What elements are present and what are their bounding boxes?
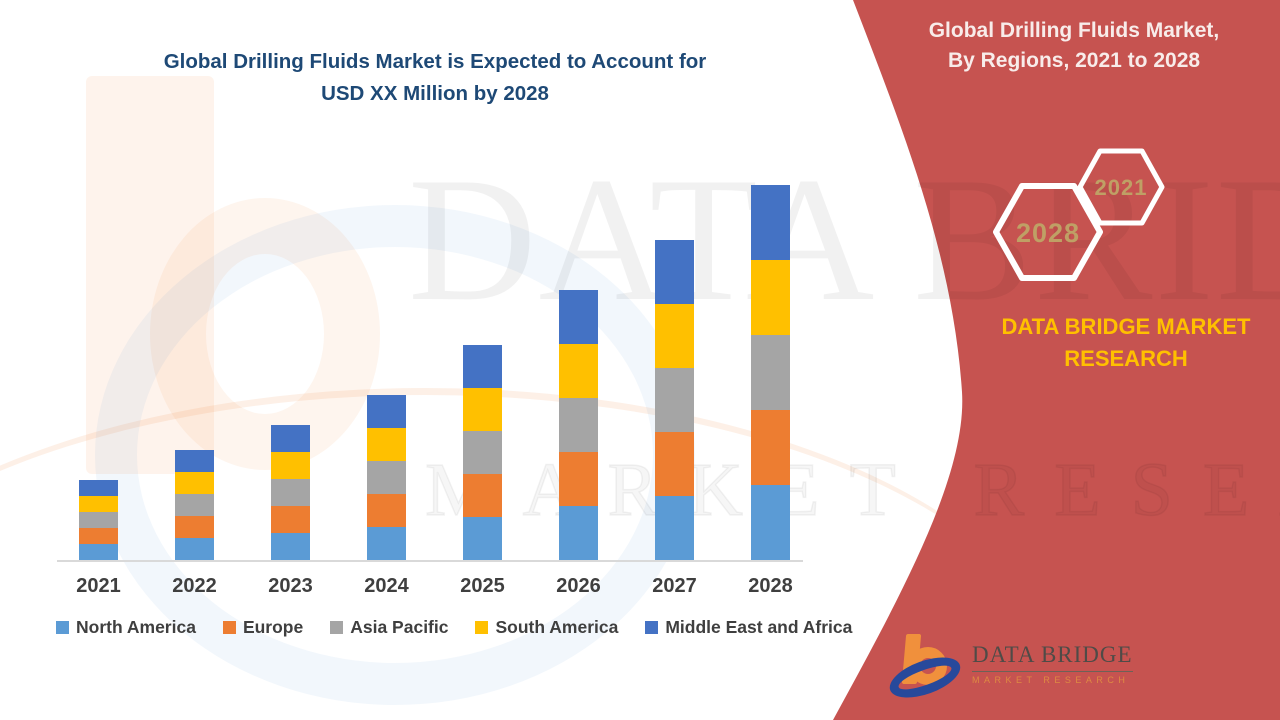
panel-title-line1: Global Drilling Fluids Market, <box>928 19 1220 42</box>
bar-segment-south-america-2025 <box>463 388 502 431</box>
hexagon-2021-label: 2021 <box>1095 175 1148 200</box>
chart-title-line1: Global Drilling Fluids Market is Expecte… <box>163 50 707 73</box>
red-side-panel-shape <box>833 0 1280 720</box>
legend-label: South America <box>495 617 619 637</box>
x-axis-label-2026: 2026 <box>556 575 601 597</box>
legend-label: Asia Pacific <box>350 617 449 637</box>
databridge-logo: DATA BRIDGE MARKET RESEARCH <box>884 632 1133 706</box>
watermark-text-databridge: DATA BRIDGE <box>408 140 1280 338</box>
x-axis-label-2028: 2028 <box>748 575 793 597</box>
bar-segment-north-america-2025 <box>463 517 502 560</box>
panel-title: Global Drilling Fluids Market, By Region… <box>900 16 1248 76</box>
legend-label: North America <box>76 617 196 637</box>
x-axis-label-2024: 2024 <box>364 575 409 597</box>
legend-swatch-icon <box>222 621 236 634</box>
bar-segment-middle-east-and-africa-2027 <box>655 240 694 304</box>
x-axis-line <box>57 560 803 562</box>
bar-segment-south-america-2021 <box>79 496 118 512</box>
x-axis-label-2027: 2027 <box>652 575 697 597</box>
bar-segment-europe-2024 <box>367 494 406 527</box>
bar-segment-europe-2023 <box>271 506 310 533</box>
hexagon-2021 <box>1077 148 1165 226</box>
bar-segment-south-america-2028 <box>751 260 790 335</box>
bar-segment-asia-pacific-2027 <box>655 368 694 432</box>
bar-segment-north-america-2027 <box>655 496 694 560</box>
bar-segment-middle-east-and-africa-2021 <box>79 480 118 496</box>
legend-label: Middle East and Africa <box>665 617 853 637</box>
bar-segment-north-america-2021 <box>79 544 118 560</box>
bar-segment-asia-pacific-2024 <box>367 461 406 494</box>
logo-text-block: DATA BRIDGE MARKET RESEARCH <box>972 642 1133 685</box>
bar-segment-north-america-2023 <box>271 533 310 560</box>
chart-title: Global Drilling Fluids Market is Expecte… <box>40 46 830 110</box>
bar-segment-europe-2028 <box>751 410 790 485</box>
bar-segment-south-america-2026 <box>559 344 598 398</box>
logo-name: DATA BRIDGE <box>972 642 1133 672</box>
bar-segment-asia-pacific-2022 <box>175 494 214 516</box>
hexagon-2028-label: 2028 <box>1016 218 1080 248</box>
legend-item-middle-east-and-africa: Middle East and Africa <box>645 617 852 638</box>
legend-swatch-icon <box>475 621 489 634</box>
databridge-logo-icon <box>884 632 966 706</box>
legend-item-north-america: North America <box>56 617 196 638</box>
bar-segment-asia-pacific-2026 <box>559 398 598 452</box>
bar-segment-north-america-2026 <box>559 506 598 560</box>
bar-segment-middle-east-and-africa-2025 <box>463 345 502 388</box>
brand-text-line2: RESEARCH <box>1064 346 1188 371</box>
x-axis-label-2025: 2025 <box>460 575 505 597</box>
legend-swatch-icon <box>330 621 344 634</box>
bar-segment-asia-pacific-2023 <box>271 479 310 506</box>
chart-title-line2: USD XX Million by 2028 <box>321 82 549 105</box>
bar-segment-asia-pacific-2025 <box>463 431 502 474</box>
legend-label: Europe <box>242 617 304 637</box>
legend-item-europe: Europe <box>222 617 304 638</box>
bar-segment-europe-2021 <box>79 528 118 544</box>
bar-segment-middle-east-and-africa-2022 <box>175 450 214 472</box>
legend-swatch-icon <box>645 621 659 634</box>
bar-segment-north-america-2028 <box>751 485 790 560</box>
panel-title-line2: By Regions, 2021 to 2028 <box>947 49 1201 72</box>
x-axis-label-2021: 2021 <box>76 575 121 597</box>
bar-segment-north-america-2022 <box>175 538 214 560</box>
bar-segment-europe-2026 <box>559 452 598 506</box>
bar-segment-middle-east-and-africa-2023 <box>271 425 310 452</box>
bar-segment-europe-2025 <box>463 474 502 517</box>
chart-legend: North America Europe Asia Pacific South Ame… <box>56 617 852 638</box>
legend-swatch-icon <box>56 621 69 634</box>
bar-segment-south-america-2022 <box>175 472 214 494</box>
hexagon-2028 <box>993 183 1103 281</box>
bar-segment-middle-east-and-africa-2026 <box>559 290 598 344</box>
bar-segment-north-america-2024 <box>367 527 406 560</box>
bar-segment-south-america-2023 <box>271 452 310 479</box>
bar-segment-south-america-2024 <box>367 428 406 461</box>
legend-item-asia-pacific: Asia Pacific <box>330 617 448 638</box>
legend-item-south-america: South America <box>475 617 618 638</box>
bar-segment-asia-pacific-2021 <box>79 512 118 528</box>
logo-b-bowl-icon <box>909 647 947 685</box>
x-axis-label-2023: 2023 <box>268 575 313 597</box>
x-axis-label-2022: 2022 <box>172 575 217 597</box>
brand-text-line1: DATA BRIDGE MARKET <box>1001 314 1251 339</box>
logo-tagline: MARKET RESEARCH <box>972 675 1130 685</box>
bar-segment-europe-2027 <box>655 432 694 496</box>
bar-segment-asia-pacific-2028 <box>751 335 790 410</box>
brand-text: DATA BRIDGE MARKET RESEARCH <box>950 311 1280 375</box>
bar-segment-europe-2022 <box>175 516 214 538</box>
bar-segment-south-america-2027 <box>655 304 694 368</box>
bar-segment-middle-east-and-africa-2028 <box>751 185 790 260</box>
bar-segment-middle-east-and-africa-2024 <box>367 395 406 428</box>
